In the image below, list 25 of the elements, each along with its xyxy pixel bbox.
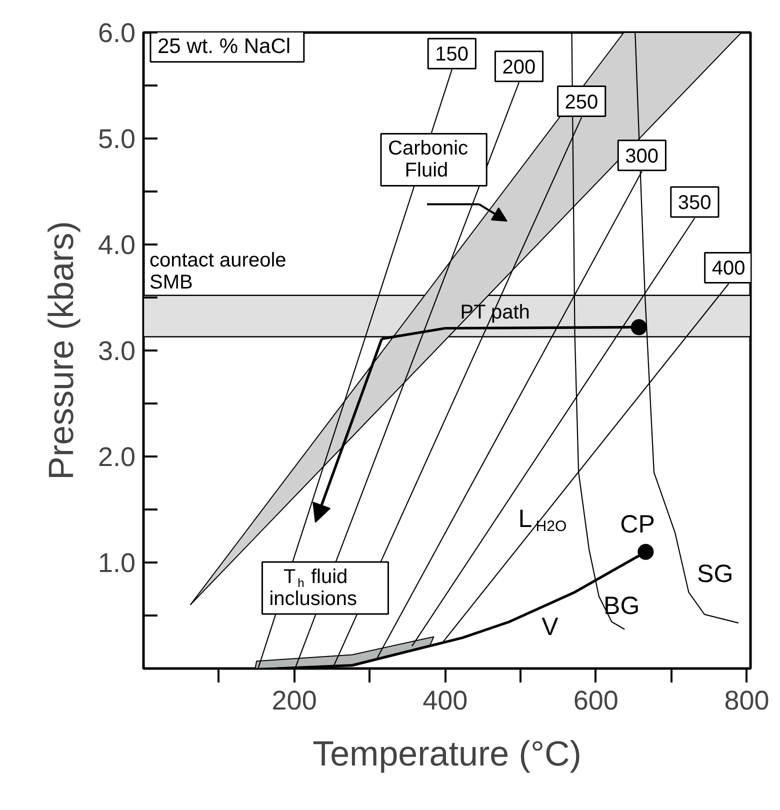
annotation: V	[542, 613, 559, 642]
y-tick-label: 5.0	[98, 124, 136, 154]
x-axis-title: Temperature (°C)	[312, 734, 582, 774]
y-tick-label: 1.0	[98, 548, 136, 578]
y-tick-label: 3.0	[98, 336, 136, 366]
series-label: 300	[625, 145, 658, 168]
series-label: 350	[678, 192, 712, 214]
annotation: SG	[697, 560, 734, 588]
legend-label: 200	[502, 56, 536, 78]
series-label: 400	[712, 258, 746, 280]
series-label: 150	[435, 44, 468, 66]
annotation: CP	[620, 510, 655, 538]
y-tick-label: 4.0	[98, 230, 136, 260]
y-axis-title: Pressure (kbars)	[42, 221, 81, 480]
annotation: 25 wt. % NaCl	[157, 34, 291, 58]
annotation: Carbonic Fluid	[388, 138, 468, 182]
x-tick-label: 400	[422, 686, 468, 716]
annotation: BG	[604, 592, 640, 620]
x-tick-label: 800	[724, 686, 770, 716]
series-label: 250	[564, 91, 598, 114]
x-tick-label: 200	[272, 686, 317, 716]
band-label: contact aureole SMB	[150, 249, 286, 294]
x-tick-label: 600	[573, 686, 618, 716]
y-tick-label: 6.0	[98, 18, 136, 48]
y-tick-label: 2.0	[98, 442, 136, 472]
